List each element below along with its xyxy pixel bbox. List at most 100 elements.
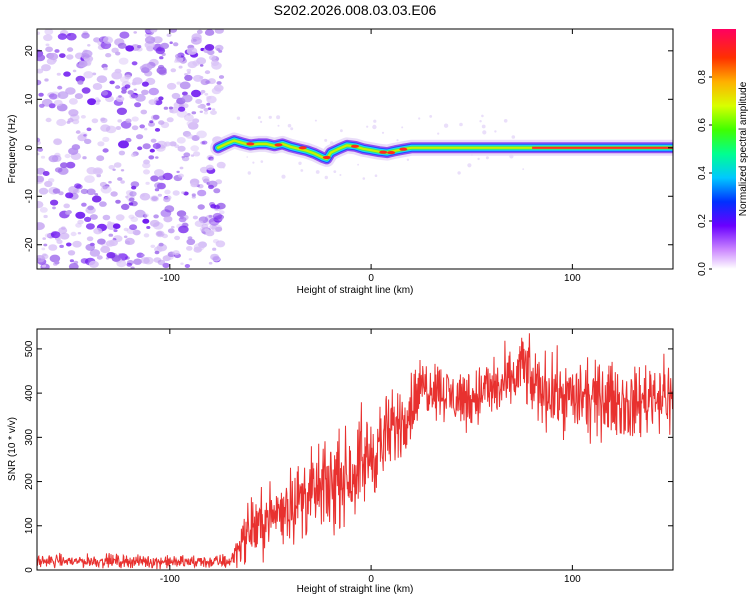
noise-speckle — [87, 98, 97, 106]
noise-speckle — [100, 124, 111, 132]
noise-speckle — [68, 147, 79, 155]
noise-speckle — [163, 196, 171, 203]
noise-speckle — [188, 258, 193, 261]
noise-speckle — [37, 68, 44, 74]
noise-speckle — [136, 252, 144, 258]
x-tick-label: 0 — [368, 273, 374, 284]
faint-speckle — [315, 170, 320, 174]
snr-plot-area — [37, 329, 673, 570]
noise-speckle — [190, 182, 198, 188]
noise-speckle — [216, 48, 221, 51]
noise-speckle — [115, 95, 125, 102]
noise-speckle — [123, 235, 128, 239]
noise-speckle — [158, 96, 164, 101]
faint-speckle — [357, 163, 359, 166]
ridge-band-5 — [217, 139, 673, 160]
noise-speckle — [143, 233, 150, 238]
noise-speckle — [37, 147, 44, 152]
faint-speckle — [260, 160, 264, 163]
colorbar-tick-label: 0.6 — [697, 118, 708, 132]
noise-speckle — [54, 260, 60, 265]
noise-speckle — [204, 44, 215, 51]
noise-speckle — [195, 99, 203, 104]
noise-speckle — [144, 29, 155, 34]
faint-speckle — [481, 124, 486, 129]
spectrogram-noise-region — [37, 29, 525, 269]
faint-speckle — [281, 174, 286, 179]
noise-speckle — [201, 223, 209, 230]
noise-speckle — [212, 247, 217, 251]
noise-speckle — [169, 141, 177, 147]
noise-speckle — [208, 184, 214, 190]
x-tick-label: 100 — [564, 574, 581, 585]
noise-speckle — [68, 263, 79, 269]
noise-speckle — [169, 109, 174, 113]
faint-speckle — [247, 171, 251, 175]
noise-speckle — [168, 29, 177, 33]
noise-speckle — [97, 141, 105, 147]
noise-speckle — [88, 260, 99, 268]
faint-speckle — [324, 138, 328, 142]
noise-speckle — [157, 193, 162, 197]
noise-speckle — [100, 245, 111, 254]
noise-speckle — [57, 85, 63, 90]
noise-speckle — [193, 74, 203, 82]
noise-speckle — [72, 119, 80, 125]
noise-speckle — [131, 81, 137, 86]
noise-speckle — [119, 31, 130, 39]
noise-speckle — [59, 244, 64, 248]
faint-speckle — [257, 116, 261, 120]
noise-speckle — [192, 118, 200, 124]
noise-speckle — [106, 252, 116, 259]
noise-speckle — [175, 53, 182, 59]
noise-speckle — [203, 107, 209, 112]
faint-speckle — [401, 126, 404, 129]
noise-speckle — [102, 148, 109, 153]
noise-speckle — [113, 229, 118, 233]
faint-speckle — [479, 120, 482, 123]
faint-speckle — [277, 124, 280, 127]
noise-speckle — [183, 152, 191, 158]
faint-speckle — [481, 114, 484, 118]
noise-speckle — [191, 193, 196, 197]
noise-speckle — [69, 259, 74, 263]
noise-speckle — [120, 180, 125, 184]
noise-speckle — [167, 228, 175, 234]
noise-speckle — [37, 54, 46, 62]
noise-speckle — [181, 191, 185, 195]
noise-speckle — [171, 92, 181, 100]
noise-speckle — [80, 115, 86, 119]
noise-speckle — [105, 240, 115, 247]
noise-speckle — [170, 68, 177, 73]
faint-speckle — [437, 132, 440, 135]
snr-line — [37, 333, 673, 570]
colorbar-ticks: 0.0 0.2 0.4 0.6 0.8 — [697, 70, 712, 276]
noise-speckle — [37, 79, 42, 86]
noise-speckle — [116, 107, 127, 116]
faint-speckle — [372, 124, 377, 130]
noise-speckle — [40, 155, 46, 159]
noise-speckle — [154, 250, 160, 255]
noise-speckle — [66, 120, 71, 124]
noise-speckle — [91, 195, 102, 203]
noise-speckle — [210, 158, 214, 161]
noise-speckle — [124, 237, 135, 245]
noise-speckle — [96, 255, 103, 260]
x-tick-label: -100 — [160, 273, 180, 284]
noise-speckle — [38, 187, 49, 195]
snr-x-label: Height of straight line (km) — [297, 584, 414, 595]
noise-speckle — [155, 156, 159, 159]
noise-speckle — [70, 231, 77, 237]
noise-speckle — [213, 204, 220, 210]
noise-speckle — [38, 103, 45, 108]
noise-speckle — [186, 246, 193, 251]
noise-speckle — [193, 151, 201, 157]
noise-speckle — [94, 193, 99, 196]
noise-speckle — [179, 166, 184, 170]
noise-speckle — [172, 190, 180, 196]
noise-speckle — [186, 238, 196, 245]
faint-speckle — [485, 156, 489, 160]
faint-speckle — [340, 129, 343, 133]
